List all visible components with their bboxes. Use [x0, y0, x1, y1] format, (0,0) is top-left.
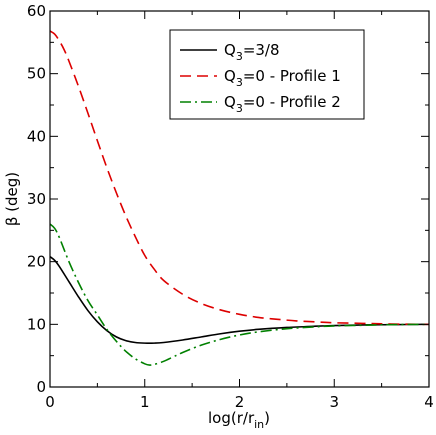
legend-label-2: Q3=0 - Profile 1 — [224, 67, 341, 89]
x-tick-label-3: 3 — [329, 393, 339, 411]
legend-label-1: Q3=3/8 — [224, 41, 280, 63]
x-axis-label-sub: in — [254, 418, 264, 431]
y-tick-label-1: 10 — [27, 315, 46, 333]
legend-box — [169, 29, 365, 120]
x-axis-label-base: log(r/r — [208, 409, 255, 427]
legend: Q3=3/8 Q3=0 - Profile 1 Q3=0 - Profile 2 — [169, 29, 365, 120]
y-tick-label-4: 40 — [27, 127, 46, 145]
x-tick-label-2: 2 — [235, 393, 245, 411]
x-axis-label: log(r/rin) — [208, 409, 270, 431]
y-tick-label-5: 50 — [27, 65, 46, 83]
x-tick-label-4: 4 — [424, 393, 434, 411]
y-axis-label: β (deg) — [3, 172, 21, 226]
y-tick-label-6: 60 — [27, 2, 46, 20]
y-tick-label-0: 0 — [36, 378, 46, 396]
series-layer — [49, 30, 430, 366]
legend-label-3: Q3=0 - Profile 2 — [224, 93, 341, 115]
x-axis-label-tail: ) — [264, 409, 270, 427]
x-tick-label-0: 0 — [45, 393, 55, 411]
y-tick-label-2: 20 — [27, 253, 46, 271]
series-line-1 — [49, 256, 430, 345]
series-line-2 — [49, 30, 430, 326]
series-line-3 — [49, 223, 430, 366]
x-tick-label-1: 1 — [140, 393, 150, 411]
y-tick-label-3: 30 — [27, 190, 46, 208]
